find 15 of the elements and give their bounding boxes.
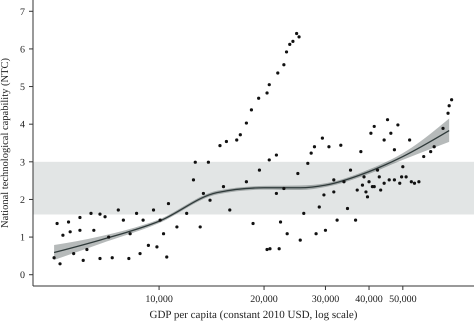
x-tick-label: 50,000 (389, 294, 417, 305)
x-axis-title: GDP per capita (constant 2010 USD, log scale) (150, 309, 358, 321)
y-tick-label: 5 (20, 82, 25, 94)
x-tick-label: 10,000 (145, 294, 173, 305)
y-tick-label: 2 (20, 194, 25, 206)
y-tick-label: 3 (20, 157, 25, 168)
x-tick-label: 40,000 (355, 294, 383, 305)
y-axis-title: National technological capability (NTC) (0, 58, 11, 228)
y-tick-label: 1 (20, 232, 25, 244)
x-tick-label: 20,000 (250, 294, 278, 305)
x-tick-label: 30,000 (312, 294, 340, 305)
y-tick-label: 0 (20, 270, 25, 282)
y-tick-label: 4 (20, 120, 25, 131)
y-tick-label: 7 (20, 6, 25, 18)
y-tick-label: 6 (20, 44, 25, 56)
